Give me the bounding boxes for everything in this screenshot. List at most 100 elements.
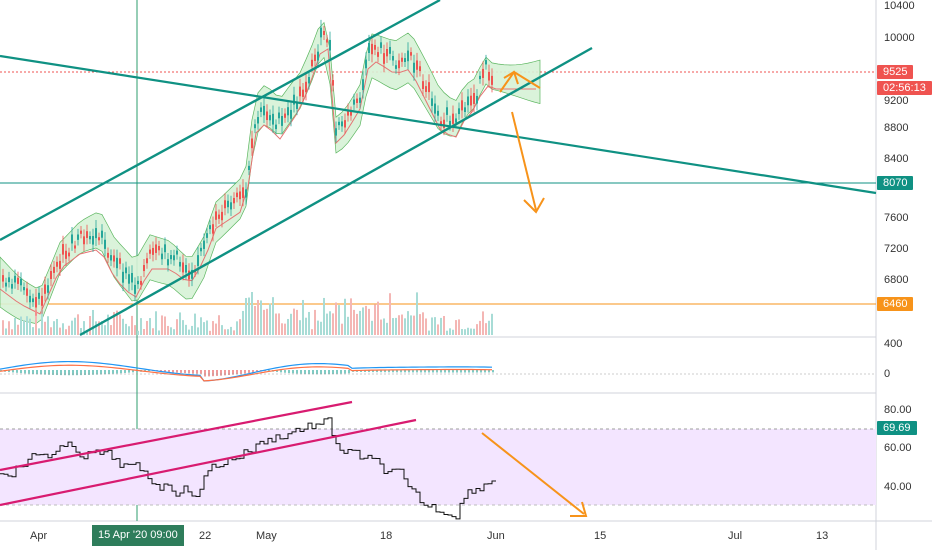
candle-body xyxy=(383,53,385,64)
macd-histogram-bar xyxy=(172,370,174,373)
candle-body xyxy=(155,244,157,253)
candle-body xyxy=(134,284,136,294)
volume-bar xyxy=(323,297,325,335)
volume-bar xyxy=(101,321,103,335)
volume-bar xyxy=(173,329,175,335)
candle-body xyxy=(164,244,166,253)
macd-histogram-bar xyxy=(204,370,206,377)
candle-body xyxy=(374,44,376,50)
candle-body xyxy=(41,295,43,306)
volume-bar xyxy=(248,297,250,335)
volume-bar xyxy=(23,320,25,335)
macd-histogram-bar xyxy=(296,370,298,374)
macd-histogram-bar xyxy=(400,370,402,373)
volume-bar xyxy=(212,321,214,335)
volume-bar xyxy=(128,326,130,335)
volume-bar xyxy=(488,320,490,335)
macd-histogram-bar xyxy=(412,370,414,373)
volume-bar xyxy=(170,327,172,335)
volume-bar xyxy=(287,318,289,335)
volume-bar xyxy=(167,325,169,335)
candle-body xyxy=(158,245,160,251)
candle-body xyxy=(392,56,394,61)
volume-bar xyxy=(50,327,52,335)
macd-histogram-bar xyxy=(236,370,238,375)
macd-histogram-bar xyxy=(64,370,66,376)
candle-body xyxy=(113,255,115,262)
macd-histogram-bar xyxy=(52,370,54,375)
candle-body xyxy=(353,99,355,105)
macd-histogram-bar xyxy=(136,370,138,373)
macd-histogram-bar xyxy=(112,370,114,374)
volume-bar xyxy=(5,328,7,335)
volume-bar xyxy=(200,317,202,335)
candle-body xyxy=(95,228,97,239)
volume-bar xyxy=(53,321,55,335)
macd-histogram-bar xyxy=(428,370,430,373)
volume-bar xyxy=(227,329,229,335)
volume-bar xyxy=(179,312,181,335)
date-axis-label: Jul xyxy=(728,530,743,542)
volume-bar xyxy=(356,313,358,335)
volume-bar xyxy=(197,327,199,335)
macd-histogram-bar xyxy=(364,370,366,373)
volume-bar xyxy=(470,328,472,335)
volume-bar xyxy=(29,318,31,335)
candle-body xyxy=(59,260,61,269)
volume-bar xyxy=(443,316,445,335)
macd-axis-label: 0 xyxy=(884,368,891,380)
candle-body xyxy=(452,113,454,124)
candle-body xyxy=(71,234,73,244)
ichimoku-cloud xyxy=(0,21,541,324)
macd-histogram-bar xyxy=(72,370,74,376)
macd-signal-line xyxy=(0,364,493,382)
candle-body xyxy=(287,107,289,116)
volume-bar xyxy=(194,313,196,335)
macd-histogram-bar xyxy=(332,370,334,374)
candle-body xyxy=(395,65,397,69)
macd-histogram-bar xyxy=(360,370,362,372)
macd-histogram-bar xyxy=(240,370,242,374)
volume-bar xyxy=(218,315,220,335)
candle-body xyxy=(401,57,403,62)
candle-body xyxy=(437,110,439,116)
candle-body xyxy=(302,89,304,97)
volume-bar xyxy=(77,314,79,335)
rsi-axis-label: 60.00 xyxy=(884,442,912,454)
volume-bar xyxy=(314,309,316,335)
arrow-head xyxy=(523,197,545,214)
macd-histogram-bar xyxy=(84,370,86,376)
candle-body xyxy=(110,255,112,261)
candle-body xyxy=(344,120,346,128)
volume-bar xyxy=(107,314,109,335)
macd-histogram-bar xyxy=(308,370,310,375)
candle-body xyxy=(365,59,367,69)
candle-body xyxy=(68,252,70,257)
candle-body xyxy=(476,95,478,104)
rsi-projection-arrow xyxy=(481,432,585,515)
candle-body xyxy=(5,282,7,287)
price-axis-label: 7600 xyxy=(884,212,909,224)
volume-bar xyxy=(473,328,475,335)
macd-histogram-bar xyxy=(416,370,418,373)
volume-bar xyxy=(347,316,349,335)
volume-bar xyxy=(437,324,439,335)
volume-bar xyxy=(374,304,376,335)
volume-bar xyxy=(95,321,97,335)
price-axis-label: 10400 xyxy=(884,0,915,12)
macd-histogram-bar xyxy=(92,370,94,375)
rsi-lower-trend-line xyxy=(0,418,417,507)
macd-histogram-bar xyxy=(436,370,438,373)
macd-histogram-bar xyxy=(464,370,466,373)
macd-histogram-bar xyxy=(452,370,454,373)
volume-bar xyxy=(206,320,208,335)
candle-body xyxy=(32,298,34,303)
volume-bar xyxy=(296,309,298,335)
volume-bar xyxy=(407,311,409,335)
candle-body xyxy=(260,107,262,112)
volume-bar xyxy=(329,311,331,335)
volume-bar xyxy=(35,310,37,335)
volume-bar xyxy=(188,329,190,335)
candle-body xyxy=(23,287,25,291)
